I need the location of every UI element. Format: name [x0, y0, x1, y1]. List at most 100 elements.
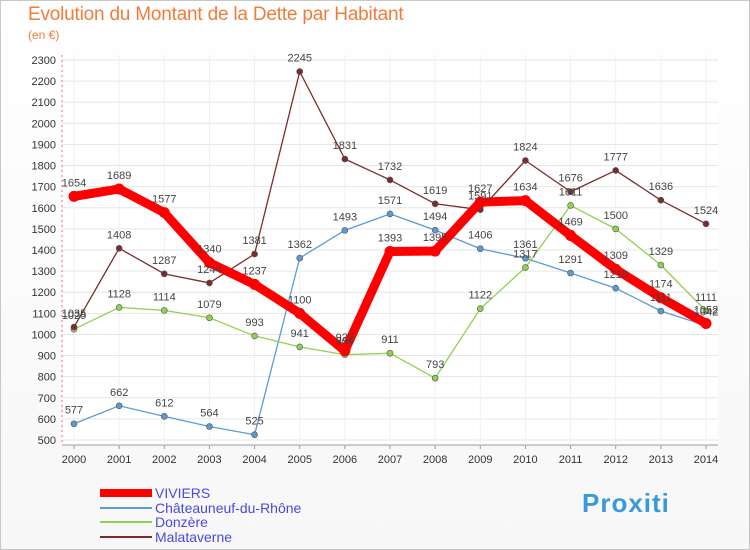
data-point	[612, 225, 620, 233]
data-label: 1777	[603, 151, 627, 163]
legend-item: Châteauneuf-du-Rhône	[100, 501, 301, 516]
x-tick-label: 2013	[649, 454, 673, 466]
data-label: 1114	[153, 291, 176, 303]
x-tick-label: 2009	[468, 454, 492, 466]
data-point	[386, 349, 394, 357]
y-tick-label: 1400	[32, 245, 56, 257]
legend-item: Donzère	[100, 515, 301, 530]
legend-swatch	[100, 489, 152, 498]
data-point	[567, 202, 574, 209]
data-label: 1287	[152, 255, 176, 267]
data-point	[565, 229, 577, 241]
data-label: 1309	[603, 250, 627, 262]
data-point	[567, 269, 574, 277]
data-label: 1524	[694, 205, 718, 217]
data-point	[431, 374, 439, 382]
data-point	[70, 323, 78, 331]
data-label: 1395	[423, 232, 447, 244]
legend-label: VIVIERS	[155, 485, 211, 502]
data-label: 577	[65, 405, 83, 417]
data-point	[476, 305, 484, 312]
data-point	[386, 210, 394, 218]
y-tick-label: 600	[38, 414, 56, 426]
data-point	[702, 220, 710, 228]
data-label: 1469	[558, 216, 582, 228]
data-point	[158, 207, 170, 219]
data-point	[296, 68, 304, 75]
x-tick-label: 2006	[333, 454, 357, 466]
chart-subtitle: (en €)	[28, 28, 60, 42]
data-label: 1571	[378, 195, 402, 207]
y-tick-label: 2100	[32, 97, 56, 109]
data-label: 1025	[62, 310, 86, 322]
data-point	[115, 245, 123, 252]
legend-label: Châteauneuf-du-Rhône	[155, 499, 302, 516]
data-point	[567, 188, 574, 196]
data-point	[115, 402, 123, 410]
data-point	[251, 431, 258, 439]
data-point	[249, 278, 261, 290]
data-point	[655, 292, 667, 304]
chart-title: Evolution du Montant de la Dette par Hab…	[28, 4, 404, 25]
data-point	[384, 245, 396, 257]
data-label: 1619	[423, 185, 447, 197]
data-point	[160, 413, 168, 420]
data-point	[386, 176, 394, 184]
x-tick-label: 2007	[378, 454, 402, 466]
data-label: 1393	[378, 232, 402, 244]
x-tick-label: 2008	[423, 454, 447, 466]
data-point	[522, 254, 529, 262]
data-label: 1381	[242, 235, 266, 247]
legend-item: Malataverne	[100, 530, 301, 545]
y-tick-label: 500	[38, 435, 56, 447]
data-label: 1824	[513, 141, 537, 153]
y-tick-label: 1700	[32, 182, 56, 194]
y-tick-label: 1200	[32, 287, 56, 299]
legend-swatch	[100, 535, 152, 538]
data-label: 941	[291, 328, 309, 340]
data-point	[296, 254, 304, 262]
data-label: 1052	[694, 304, 718, 316]
data-point	[115, 304, 123, 311]
data-label: 1627	[468, 183, 492, 195]
data-label: 1128	[107, 288, 131, 300]
data-point	[522, 264, 529, 271]
y-tick-label: 1800	[32, 161, 56, 173]
data-point	[474, 196, 486, 208]
data-point	[702, 307, 710, 315]
y-tick-label: 1900	[32, 139, 56, 151]
y-tick-label: 2300	[32, 55, 56, 67]
data-label: 1689	[107, 170, 131, 182]
data-label: 1329	[649, 246, 673, 258]
data-label: 525	[245, 416, 263, 428]
data-point	[251, 332, 258, 340]
x-tick-label: 2005	[287, 454, 311, 466]
data-label: 1219	[603, 269, 627, 281]
data-point	[657, 307, 665, 315]
data-point	[341, 227, 349, 234]
data-label: 1291	[558, 254, 582, 266]
proxiti-logo: Proxiti	[582, 488, 670, 518]
data-point	[431, 226, 439, 234]
y-tick-label: 900	[38, 351, 56, 363]
data-label: 1042	[694, 307, 718, 319]
data-label: 1494	[423, 211, 447, 223]
data-label: 1244	[197, 264, 221, 276]
data-point	[610, 263, 622, 275]
data-label: 1079	[197, 299, 221, 311]
data-point	[70, 420, 78, 428]
data-point	[339, 345, 351, 357]
data-label: 2245	[287, 53, 311, 65]
x-tick-label: 2004	[242, 454, 266, 466]
data-point	[296, 343, 304, 351]
data-point	[113, 183, 125, 195]
x-tick-label: 2014	[694, 454, 718, 466]
data-label: 1174	[649, 279, 673, 291]
data-label: 564	[200, 407, 218, 419]
data-label: 1317	[513, 249, 537, 261]
data-point	[251, 250, 258, 258]
data-label: 1100	[288, 294, 312, 306]
data-point	[294, 307, 306, 319]
legend-item: VIVIERS	[100, 486, 301, 501]
